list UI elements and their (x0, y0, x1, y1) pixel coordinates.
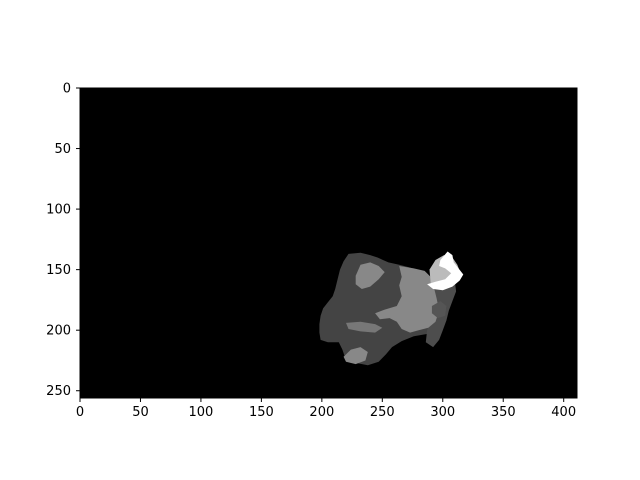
axes-frame (79, 87, 578, 399)
y-tick-label: 0 (63, 82, 71, 97)
segment-region-3 (355, 262, 385, 289)
x-tick-label: 300 (430, 405, 455, 420)
segment-region-6 (343, 347, 368, 365)
segment-region-4 (375, 266, 440, 333)
x-tick-label: 200 (309, 405, 334, 420)
y-tick-label: 150 (46, 263, 71, 278)
x-tick-label: 250 (370, 405, 395, 420)
x-axis: 0 50 100 150 200 250 300 350 400 (76, 398, 576, 420)
segment-region-7 (431, 301, 447, 319)
x-tick-label: 400 (551, 405, 576, 420)
x-tick-label: 150 (249, 405, 274, 420)
y-tick-label: 100 (46, 203, 71, 218)
segment-region-9 (427, 251, 464, 291)
plot-area (79, 87, 578, 399)
y-tick-label: 200 (46, 324, 71, 339)
y-tick-label: 250 (46, 384, 71, 399)
x-tick-label: 0 (76, 405, 84, 420)
y-axis: 0 50 100 150 200 250 (46, 82, 80, 399)
segment-region-5 (346, 321, 383, 333)
x-tick-label: 350 (491, 405, 516, 420)
y-tick-label: 50 (54, 142, 71, 157)
x-tick-label: 100 (189, 405, 214, 420)
x-tick-label: 50 (132, 405, 149, 420)
image-background (80, 88, 577, 398)
